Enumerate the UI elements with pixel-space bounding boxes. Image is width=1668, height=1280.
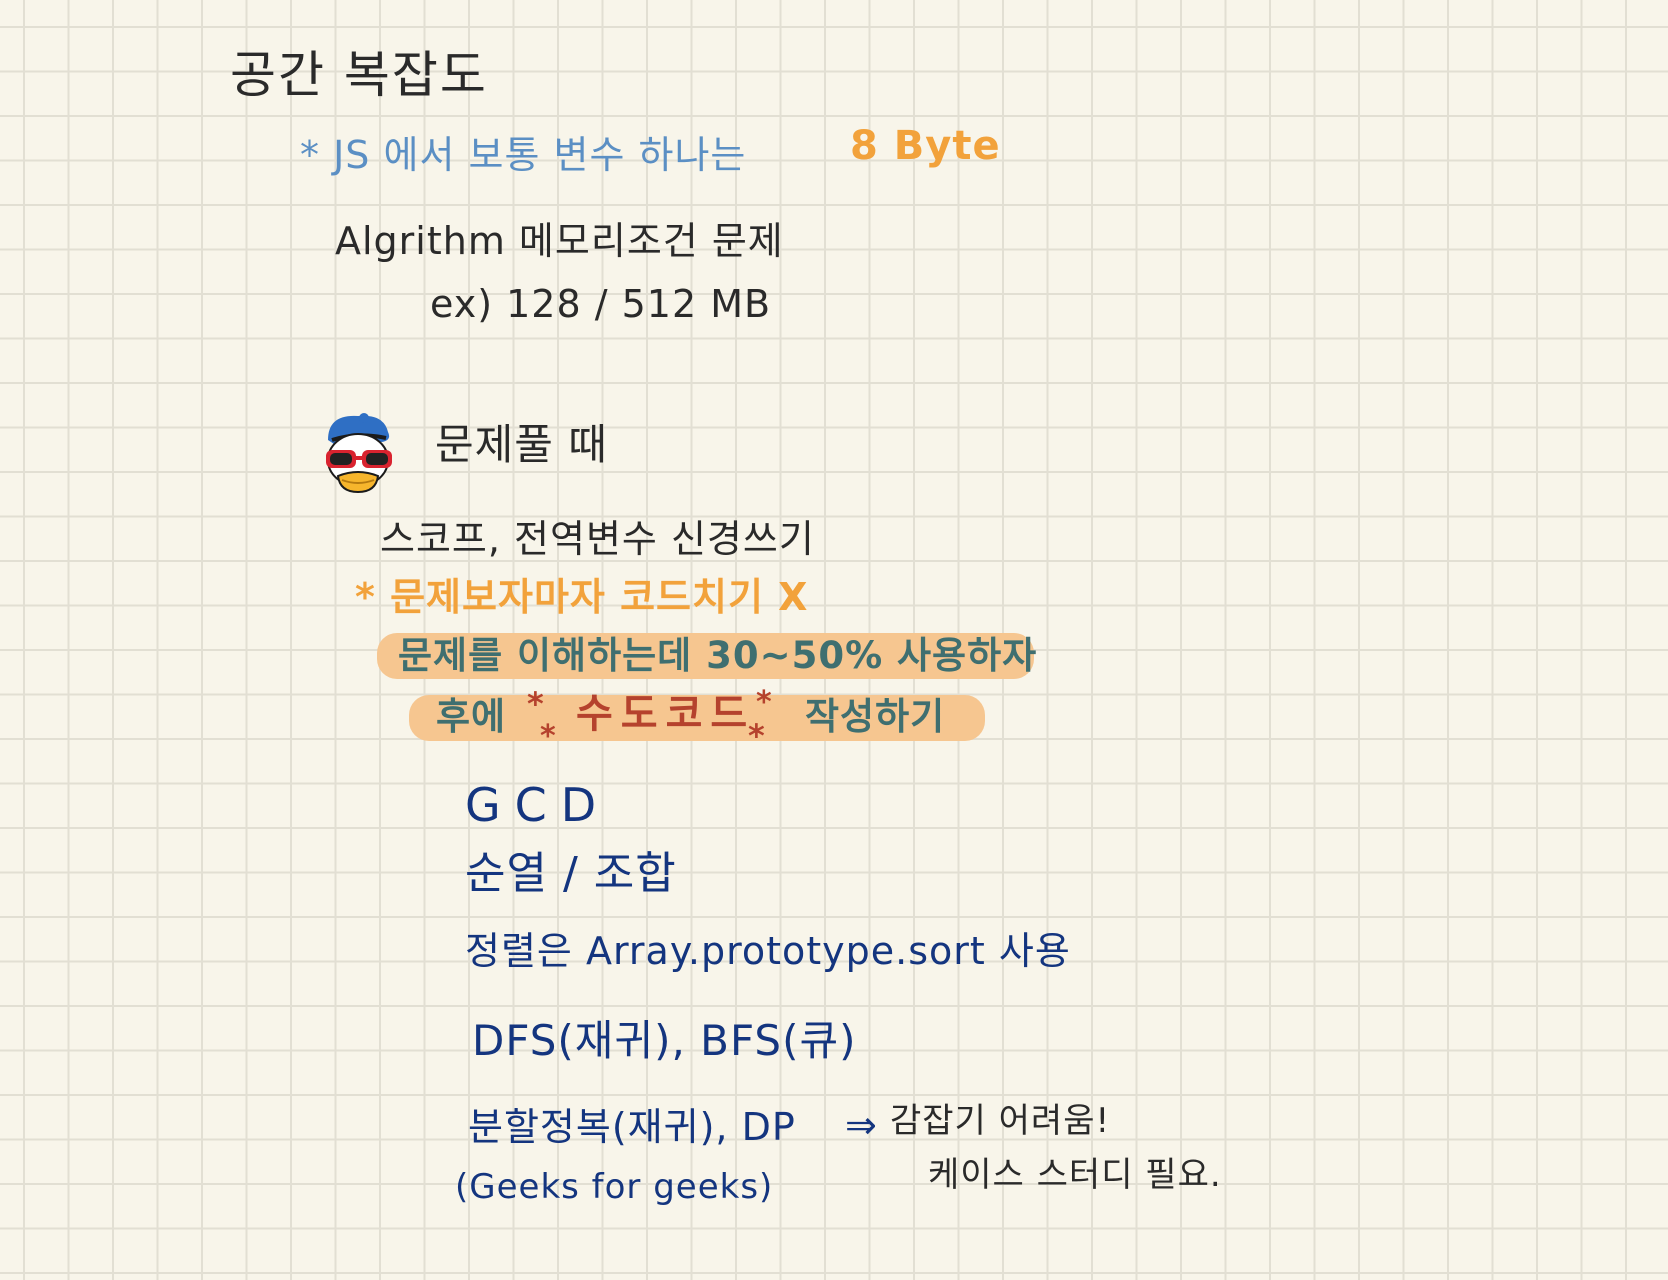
highlight-understand-text: 문제를 이해하는데 30~50% 사용하자 xyxy=(398,634,1038,677)
js-variable-note: * JS 에서 보통 변수 하나는 xyxy=(300,133,747,177)
topic-sort: 정렬은 Array.prototype.sort 사용 xyxy=(465,929,1071,973)
highlight-understand-bg xyxy=(377,633,1034,679)
pseudo-star-left-top: * xyxy=(527,685,545,723)
byte-size-value: 8 Byte xyxy=(850,123,1001,169)
pseudo-before: 후에 xyxy=(436,695,507,738)
pseudo-star-left-bottom: * xyxy=(540,719,557,754)
pseudo-after: 작성하기 xyxy=(805,695,946,738)
section-title: 문제풀 때 xyxy=(435,420,608,469)
geeks-reference: (Geeks for geeks) xyxy=(455,1167,774,1207)
highlight-pseudo-bg xyxy=(409,695,985,741)
algorithm-memory-line: Algrithm 메모리조건 문제 xyxy=(335,219,784,263)
memory-example-line: ex) 128 / 512 MB xyxy=(430,282,772,326)
divide-note-casestudy: 케이스 스터디 필요. xyxy=(928,1155,1222,1195)
divide-note-hard: 감잡기 어려움! xyxy=(890,1101,1111,1141)
tip-no-code: * 문제보자마자 코드치기 X xyxy=(355,575,809,619)
pseudo-code-word: 수도코드 xyxy=(576,691,756,737)
topic-permutation: 순열 / 조합 xyxy=(465,848,677,899)
topic-search: DFS(재귀), BFS(큐) xyxy=(472,1016,857,1065)
tip-scope: 스코프, 전역변수 신경쓰기 xyxy=(380,517,815,561)
page-title: 공간 복잡도 xyxy=(230,46,488,104)
donald-duck-icon xyxy=(326,413,392,494)
pseudo-star-right-bottom: * xyxy=(748,717,766,755)
topic-divide: 분할정복(재귀), DP xyxy=(468,1105,796,1149)
topic-gcd: GCD xyxy=(465,778,611,832)
pseudo-star-right-top: * xyxy=(756,685,773,720)
divide-arrow: ⇒ xyxy=(845,1103,878,1147)
